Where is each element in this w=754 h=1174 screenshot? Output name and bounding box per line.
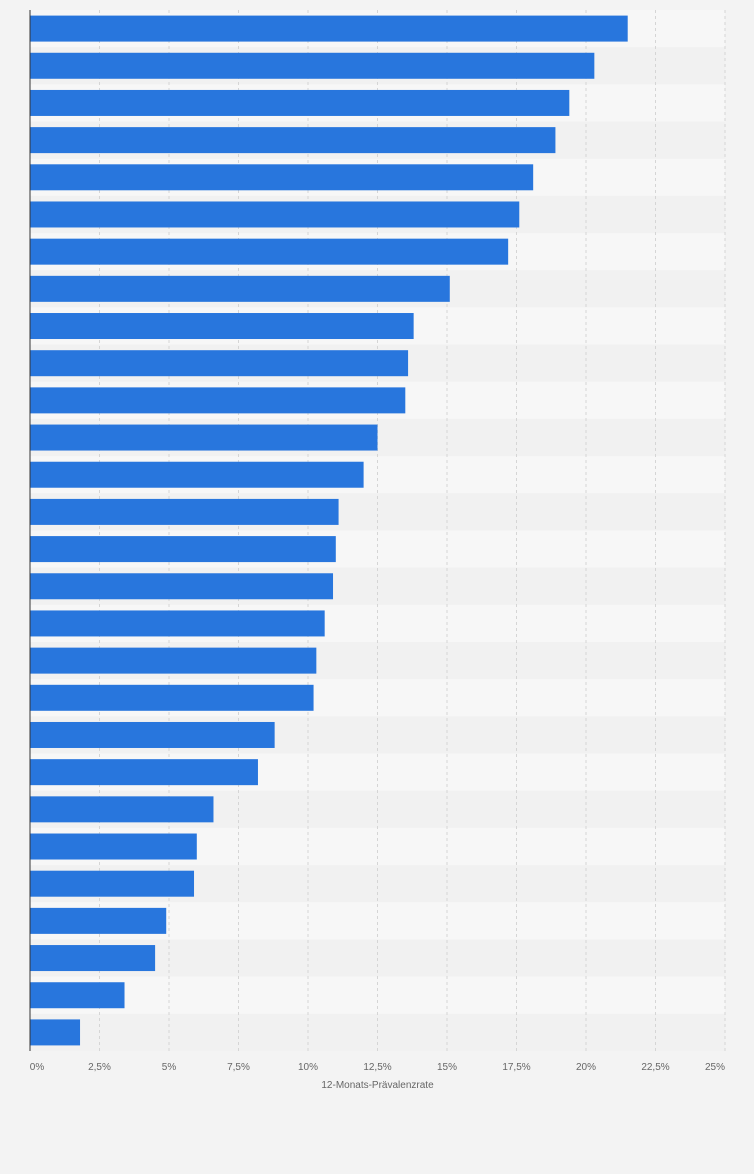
bar[interactable] xyxy=(30,759,258,786)
bar[interactable] xyxy=(30,721,275,748)
bar[interactable] xyxy=(30,52,595,79)
x-tick-label: 10% xyxy=(298,1062,318,1073)
bar[interactable] xyxy=(30,610,325,637)
bar[interactable] xyxy=(30,350,409,377)
bar[interactable] xyxy=(30,89,570,116)
bar[interactable] xyxy=(30,684,314,711)
bar[interactable] xyxy=(30,907,167,934)
x-tick-label: 25% xyxy=(705,1062,725,1073)
bar[interactable] xyxy=(30,945,156,972)
x-tick-label: 15% xyxy=(437,1062,457,1073)
x-tick-label: 20% xyxy=(576,1062,596,1073)
bar[interactable] xyxy=(30,833,197,860)
bar[interactable] xyxy=(30,982,125,1009)
bar[interactable] xyxy=(30,796,214,823)
x-tick-label: 22,5% xyxy=(641,1062,669,1073)
bar[interactable] xyxy=(30,647,317,674)
bar[interactable] xyxy=(30,127,556,154)
x-tick-labels: 0% 2,5% 5% 7,5% 10% 12,5% 15% 17,5% 20% 22,5% 25% xyxy=(30,1062,725,1073)
x-tick-label: 5% xyxy=(162,1062,177,1073)
bar[interactable] xyxy=(30,536,336,563)
bar[interactable] xyxy=(30,461,364,488)
x-tick-label: 2,5% xyxy=(88,1062,111,1073)
x-tick-label: 7,5% xyxy=(227,1062,250,1073)
bar[interactable] xyxy=(30,201,520,228)
bar[interactable] xyxy=(30,15,628,42)
bar[interactable] xyxy=(30,387,406,414)
x-tick-label: 0% xyxy=(30,1062,45,1073)
bar[interactable] xyxy=(30,313,414,340)
x-tick-label: 17,5% xyxy=(502,1062,530,1073)
bar[interactable] xyxy=(30,870,195,897)
bar[interactable] xyxy=(30,275,450,302)
x-axis-title: 12-Monats-Prävalenzrate xyxy=(321,1080,434,1091)
bar[interactable] xyxy=(30,424,378,451)
bar[interactable] xyxy=(30,573,334,600)
bars-group xyxy=(30,15,628,1046)
x-tick-label: 12,5% xyxy=(363,1062,391,1073)
bar[interactable] xyxy=(30,498,339,525)
bar[interactable] xyxy=(30,238,509,265)
bar[interactable] xyxy=(30,1019,81,1046)
bar[interactable] xyxy=(30,164,534,191)
